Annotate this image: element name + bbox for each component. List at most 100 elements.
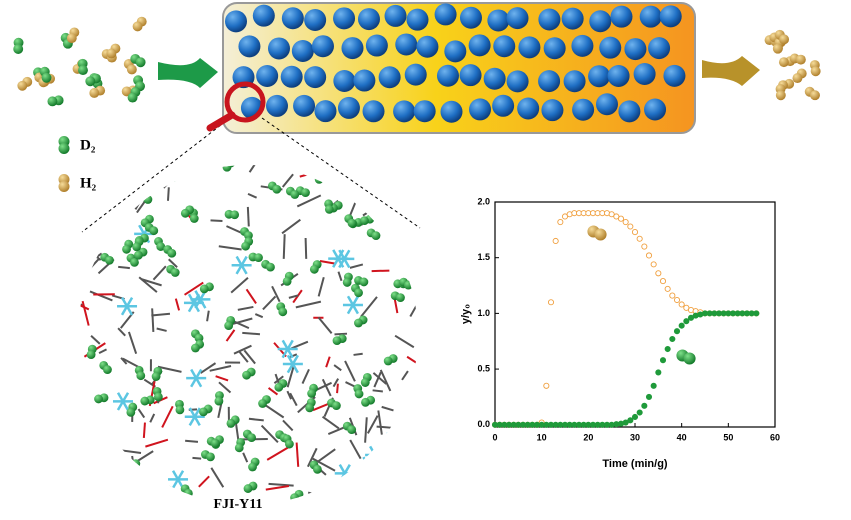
metal-cluster (397, 431, 410, 450)
molecule-atom (404, 480, 414, 489)
zoom-line (261, 117, 421, 229)
molecule-atom (58, 143, 70, 154)
molecule-atom (307, 389, 317, 398)
molecule-atom (58, 181, 70, 192)
molecule-atom (354, 318, 363, 328)
metal-cluster (386, 431, 399, 451)
molecule-atom (792, 73, 803, 84)
sphere (413, 100, 436, 123)
sphere (588, 65, 611, 88)
bond (417, 211, 418, 225)
molecule-atom (132, 242, 142, 252)
bond (218, 381, 232, 394)
molecule-atom (282, 276, 292, 286)
sphere (311, 35, 334, 58)
bond (200, 362, 217, 374)
bond (348, 197, 359, 218)
bond (142, 152, 162, 157)
inlet-arrow (158, 58, 218, 88)
metal-cluster (369, 445, 382, 465)
bond (238, 350, 249, 363)
bond (119, 456, 125, 472)
molecule-atom (399, 483, 409, 493)
bond (262, 295, 277, 311)
sphere (518, 36, 541, 59)
molecule-atom (127, 462, 136, 472)
material-name: FJI-Y11 (214, 497, 263, 512)
bond (324, 149, 333, 150)
bond (110, 168, 126, 173)
sphere (538, 70, 561, 93)
sphere (365, 34, 388, 57)
data-point (664, 345, 671, 353)
sphere (440, 100, 463, 123)
bond (273, 375, 284, 385)
data-point (552, 237, 559, 245)
bond (312, 457, 336, 472)
sphere (618, 100, 641, 123)
bond (342, 133, 353, 155)
magnifier (224, 81, 266, 123)
molecule-atom (290, 190, 300, 199)
data-point (659, 357, 667, 364)
molecule-atom (175, 405, 185, 415)
bond (117, 327, 126, 337)
bond (130, 450, 154, 466)
bond (413, 169, 418, 178)
bond (156, 327, 167, 332)
sphere (561, 7, 584, 30)
bond (210, 219, 223, 222)
sphere (280, 65, 303, 88)
bond (336, 383, 339, 394)
molecule-atom (85, 76, 96, 87)
molecule-atom (210, 438, 220, 448)
molecule-atom (594, 228, 607, 241)
metal-cluster (110, 457, 123, 476)
bond (362, 205, 378, 217)
data-point (636, 409, 643, 416)
bond (314, 381, 332, 392)
molecule-atom (226, 419, 236, 428)
molecule-atom (143, 195, 153, 204)
bond (412, 259, 418, 266)
metal-cluster (190, 368, 203, 388)
metal-cluster (397, 431, 410, 450)
bond (349, 263, 364, 269)
molecule-atom (127, 92, 138, 103)
bond (388, 436, 410, 446)
molecule-atom (122, 244, 131, 254)
sphere (610, 5, 633, 28)
molecule-atom (81, 428, 90, 438)
bond (372, 389, 383, 393)
molecule-atom (403, 280, 413, 290)
molecule-atom (86, 350, 96, 360)
metal-cluster (386, 431, 399, 451)
bond (82, 438, 95, 452)
sphere (225, 10, 248, 33)
molecule-atom (168, 489, 178, 498)
bond (162, 175, 176, 189)
molecule-atom (167, 248, 177, 258)
bond (242, 452, 249, 463)
bond (141, 278, 162, 287)
x-tick-label: 60 (770, 432, 780, 442)
data-point (655, 369, 662, 376)
molecule-atom (132, 21, 143, 32)
molecule-atom (140, 396, 150, 406)
sphere (624, 38, 647, 61)
sphere (493, 35, 516, 58)
sphere (506, 7, 529, 30)
bond (423, 223, 435, 224)
data-point (622, 218, 629, 226)
molecule-atom (189, 214, 199, 223)
molecule-atom (342, 278, 352, 287)
metal-cluster (171, 470, 185, 489)
molecule-atom (339, 167, 349, 177)
bond (373, 371, 382, 388)
metal-cluster (120, 297, 134, 316)
sphere (444, 40, 467, 63)
bond (428, 163, 439, 171)
molecule-atom (354, 288, 363, 298)
bond (267, 387, 279, 396)
sphere (333, 7, 356, 30)
